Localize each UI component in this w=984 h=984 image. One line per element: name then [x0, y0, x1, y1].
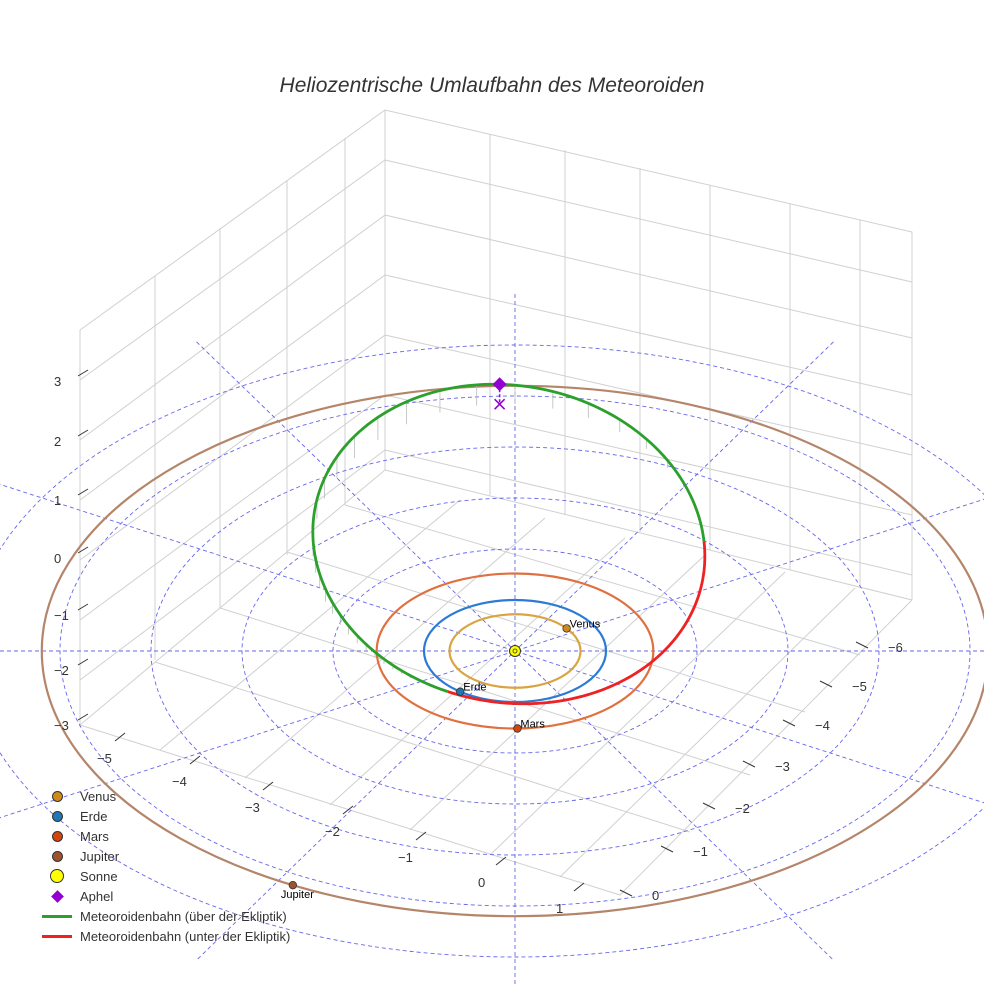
planet-marker-venus — [562, 624, 571, 633]
legend-item-erde[interactable]: Erde — [38, 806, 290, 826]
x-tick-mark — [855, 641, 869, 649]
planet-marker-erde — [456, 687, 465, 696]
z-tick-label: −1 — [54, 608, 69, 623]
z-tick-mark — [77, 713, 89, 721]
y-tick-label: −3 — [245, 800, 260, 815]
legend: Venus Erde Mars Jupiter Sonne Aphel Meteoroide… — [38, 786, 290, 946]
legend-dot-icon — [38, 810, 76, 822]
y-tick-mark — [262, 781, 274, 791]
sun-marker-center — [512, 648, 518, 654]
y-tick-mark — [342, 805, 354, 815]
meteoroid-orbit — [311, 382, 707, 706]
z-tick-mark — [77, 603, 89, 611]
legend-sun-icon — [38, 869, 76, 883]
y-tick-mark — [573, 882, 585, 892]
meteoroid-orbit-above — [311, 382, 706, 693]
planet-label-venus: Venus — [570, 618, 601, 630]
aphel-diamond-marker — [492, 377, 507, 392]
x-tick-label: −4 — [815, 718, 830, 733]
legend-label: Venus — [80, 788, 117, 804]
z-tick-mark — [77, 488, 89, 496]
legend-item-venus[interactable]: Venus — [38, 786, 290, 806]
legend-item-jupiter[interactable]: Jupiter — [38, 846, 290, 866]
z-tick-mark — [77, 429, 89, 437]
legend-label: Erde — [80, 808, 108, 824]
legend-label: Sonne — [80, 868, 118, 884]
orbit-venus — [448, 613, 582, 689]
z-tick-mark — [77, 546, 89, 554]
planet-marker-mars — [513, 724, 522, 733]
x-tick-label: −2 — [735, 801, 750, 816]
x-tick-mark — [742, 760, 756, 768]
legend-item-meteoroidenbahn[interactable]: Meteoroidenbahn (unter der Ekliptik) — [38, 926, 290, 946]
legend-dot-icon — [38, 850, 76, 862]
z-tick-mark — [77, 369, 89, 377]
planet-label-mars: Mars — [520, 719, 545, 731]
axis-ticks: 3 2 1 0 −1 −2 −3 −5 −4 −3 −2 −1 0 1 −6 −5 −4 −3 −2 −1 0 — [54, 369, 903, 916]
y-tick-label: −1 — [398, 850, 413, 865]
z-tick-label: −2 — [54, 663, 69, 678]
x-tick-mark — [819, 680, 833, 688]
z-tick-label: 2 — [54, 434, 61, 449]
z-tick-mark — [77, 658, 89, 666]
meteoroid-orbit-below — [656, 541, 707, 659]
aphel-projection-x-icon — [494, 398, 506, 410]
meteoroid-orbit-below — [447, 656, 659, 706]
legend-dot-icon — [38, 830, 76, 842]
x-tick-mark — [702, 802, 716, 810]
y-tick-mark — [114, 732, 126, 742]
y-tick-mark — [189, 755, 201, 765]
legend-item-meteoroidenbahn[interactable]: Meteoroidenbahn (über der Ekliptik) — [38, 906, 290, 926]
y-tick-label: 0 — [478, 875, 485, 890]
orbit-erde — [422, 598, 608, 704]
legend-item-mars[interactable]: Mars — [38, 826, 290, 846]
sun-marker — [509, 645, 521, 657]
y-tick-mark — [495, 856, 507, 866]
planet-marker-jupiter — [288, 880, 298, 890]
y-tick-label: 1 — [556, 901, 563, 916]
planet-label-erde: Erde — [463, 682, 486, 694]
meteoroid-drop-lines — [312, 384, 702, 686]
legend-line-icon — [38, 914, 76, 918]
z-tick-label: −3 — [54, 718, 69, 733]
legend-line-icon — [38, 934, 76, 938]
ecliptic-grid-radial — [0, 498, 984, 819]
x-tick-label: −1 — [693, 844, 708, 859]
ecliptic-grid-radial — [0, 483, 984, 804]
planet-label-jupiter: Jupiter — [281, 889, 314, 901]
axis-box-grid — [79, 109, 913, 896]
z-tick-label: 0 — [54, 551, 61, 566]
y-tick-label: −4 — [172, 774, 187, 789]
legend-label: Meteoroidenbahn (unter der Ekliptik) — [80, 928, 291, 944]
legend-label: Mars — [80, 828, 109, 844]
y-tick-label: −2 — [325, 824, 340, 839]
z-tick-label: 1 — [54, 493, 61, 508]
markers: Venus Erde Mars Jupiter — [281, 377, 601, 901]
legend-item-sonne[interactable]: Sonne — [38, 866, 290, 886]
legend-diamond-icon — [38, 889, 76, 903]
x-tick-mark — [619, 889, 633, 897]
x-tick-mark — [782, 719, 796, 727]
legend-item-aphel[interactable]: Aphel — [38, 886, 290, 906]
chart-title: Heliozentrische Umlaufbahn des Meteoroid… — [279, 74, 705, 97]
legend-label: Meteoroidenbahn (über der Ekliptik) — [80, 908, 287, 924]
y-tick-mark — [415, 831, 427, 841]
legend-dot-icon — [38, 790, 76, 802]
x-tick-label: −3 — [775, 759, 790, 774]
x-tick-label: −6 — [888, 640, 903, 655]
x-tick-label: 0 — [652, 888, 659, 903]
x-tick-label: −5 — [852, 679, 867, 694]
y-tick-label: −5 — [97, 751, 112, 766]
z-tick-label: 3 — [54, 374, 61, 389]
x-tick-mark — [660, 845, 674, 853]
legend-label: Jupiter — [80, 848, 120, 864]
legend-label: Aphel — [80, 888, 114, 904]
